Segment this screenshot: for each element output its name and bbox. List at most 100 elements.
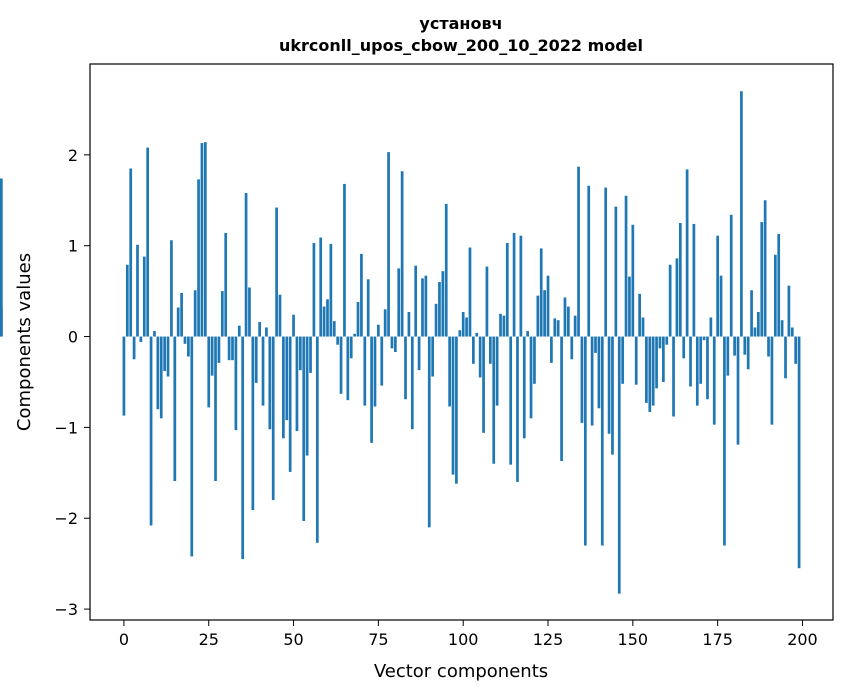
bar-component-140 <box>597 336 601 409</box>
bar-component-10 <box>156 336 160 410</box>
bar-component-15 <box>173 336 177 481</box>
bar-component-141 <box>600 336 604 546</box>
bar-component-44 <box>271 336 275 501</box>
chart-title-line-2: ukrconll_upos_cbow_200_10_2022 model <box>279 36 643 55</box>
bar-component-12 <box>163 336 166 372</box>
bar-component-117 <box>519 235 523 337</box>
bar-component-33 <box>234 336 238 431</box>
x-tick-label: 50 <box>283 630 303 649</box>
bar-component-180 <box>733 336 736 356</box>
bar-component-47 <box>282 336 285 439</box>
bar-component-43 <box>268 336 272 430</box>
bar-component-58 <box>319 237 323 337</box>
y-tick-label: −3 <box>54 600 78 619</box>
bar-component-74 <box>373 336 377 407</box>
bar-component-56 <box>312 242 316 337</box>
bar-component-88 <box>421 278 424 337</box>
bar-component-172 <box>706 336 709 400</box>
bar-component-122 <box>536 295 540 337</box>
bar-component-144 <box>611 336 614 455</box>
x-axis-ticks: 0 25 50 75 100 125 150 175 200 <box>119 620 818 649</box>
bar-component-173 <box>709 317 713 337</box>
bar-component-92 <box>434 303 438 337</box>
bar-component-165 <box>682 336 686 359</box>
bar-component-65 <box>343 183 346 337</box>
bar-component-77 <box>383 309 387 337</box>
y-tick-label: 0 <box>68 328 78 347</box>
bar-component-194 <box>780 320 784 337</box>
bar-component-118 <box>522 336 526 439</box>
bar-component-98 <box>455 336 458 484</box>
x-tick-label: 200 <box>787 630 818 649</box>
bar-component-139 <box>594 336 597 353</box>
bar-component-120 <box>529 336 533 419</box>
bar-component-162 <box>672 336 675 417</box>
bar-component-75 <box>377 324 380 337</box>
bar-component-21 <box>193 290 197 337</box>
bar-component-80 <box>393 336 397 352</box>
bar-component-182 <box>740 91 743 337</box>
bar-component-114 <box>509 336 513 465</box>
bar-component-51 <box>295 336 299 432</box>
bar-component-108 <box>488 336 492 364</box>
bar-component-52 <box>298 336 302 371</box>
bar-component-126 <box>550 336 553 363</box>
bar-component-76 <box>380 336 384 386</box>
bar-component-189 <box>763 200 767 337</box>
bar-component-174 <box>712 336 716 425</box>
bar-component-179 <box>729 214 733 337</box>
bar-component-142 <box>604 187 608 337</box>
bar-component-192 <box>773 254 777 337</box>
bar-component-160 <box>665 336 669 345</box>
bar-component-167 <box>689 336 692 387</box>
bar-component-130 <box>563 297 567 337</box>
bar-component-158 <box>658 336 662 349</box>
bar-component-48 <box>285 336 289 421</box>
bar-component-undefined <box>0 307 3 337</box>
bar-component-94 <box>441 271 445 337</box>
bar-component-17 <box>180 292 183 337</box>
bar-component-133 <box>573 315 577 337</box>
bar-component-190 <box>767 336 770 357</box>
bar-component-196 <box>787 285 791 337</box>
bar-component-185 <box>750 290 753 337</box>
bar-component-100 <box>461 312 465 337</box>
bar-component-161 <box>668 264 672 337</box>
bar-component-197 <box>790 327 794 337</box>
bar-component-6 <box>142 256 146 337</box>
bar-component-147 <box>621 336 625 384</box>
bar-component-186 <box>753 327 757 337</box>
bar-component-61 <box>329 243 333 337</box>
bar-component-71 <box>363 336 367 406</box>
bar-component-22 <box>197 179 200 337</box>
bar-component-83 <box>404 336 407 400</box>
bar-component-57 <box>315 336 319 543</box>
bar-component-14 <box>170 240 173 337</box>
bar-component-131 <box>567 306 570 337</box>
bar-component-136 <box>583 336 587 546</box>
bar-component-156 <box>651 336 655 406</box>
bar-component-123 <box>539 248 543 337</box>
bar-component-125 <box>546 275 550 337</box>
bar-component-128 <box>556 320 560 337</box>
bar-component-188 <box>760 222 764 337</box>
bar-component-184 <box>746 336 750 370</box>
bar-component-19 <box>187 336 190 357</box>
bar-component-135 <box>580 336 584 423</box>
bar-component-159 <box>662 336 665 382</box>
bar-component-84 <box>407 312 411 337</box>
x-tick-label: 100 <box>448 630 479 649</box>
bar-component-26 <box>210 336 214 376</box>
bar-component-20 <box>190 336 194 557</box>
bar-component-32 <box>231 336 234 361</box>
bar-component-63 <box>336 336 340 345</box>
bar-component-30 <box>224 232 228 337</box>
bar-component-99 <box>458 330 462 337</box>
bar-component-3 <box>132 336 136 360</box>
bar-component-102 <box>468 247 472 337</box>
bar-component-16 <box>176 307 180 337</box>
bar-component-89 <box>424 275 428 337</box>
bar-component-85 <box>410 336 414 430</box>
bar-component-60 <box>326 299 329 337</box>
